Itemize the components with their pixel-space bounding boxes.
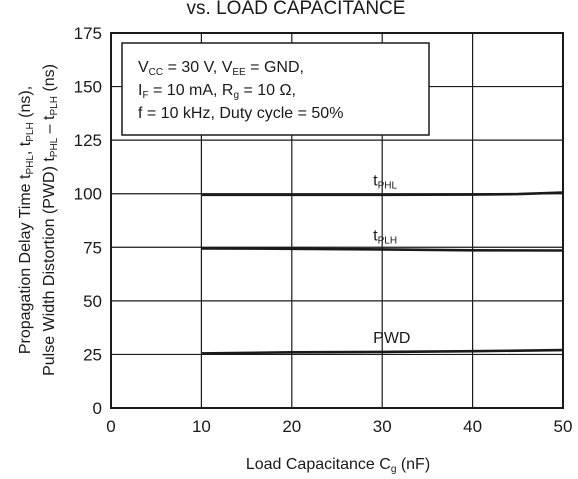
series-line-tPHL bbox=[201, 191, 564, 197]
tick-labels: 0 10 20 30 40 50 0 25 50 75 100 125 150 175 bbox=[74, 24, 573, 436]
y-tick-label: 100 bbox=[74, 185, 102, 204]
x-tick-label: 50 bbox=[554, 417, 573, 436]
conditions-box bbox=[121, 42, 430, 136]
y-axis-label-line-1: Propagation Delay Time tPHL, tPLH (ns), bbox=[17, 86, 36, 354]
conditions-line-2: IF = 10 mA, Rg = 10 Ω, bbox=[138, 82, 296, 101]
series-labels: tPHL tPLH PWD bbox=[373, 173, 410, 347]
x-tick-label: 20 bbox=[282, 417, 301, 436]
series-line-PWD bbox=[201, 348, 564, 355]
conditions-line-1: VCC = 30 V, VEE = GND, bbox=[138, 59, 304, 78]
series-label-tPHL: tPHL bbox=[373, 173, 397, 192]
y-tick-label: 25 bbox=[83, 345, 102, 364]
x-tick-label: 10 bbox=[192, 417, 211, 436]
series-label-tPLH: tPLH bbox=[373, 227, 397, 246]
y-tick-label: 175 bbox=[74, 24, 102, 43]
series-label-PWD: PWD bbox=[373, 330, 410, 347]
x-axis-label: Load Capacitance Cg (nF) bbox=[246, 456, 430, 475]
y-axis-label-line-2: Pulse Width Distortion (PWD) tPHL – tPLH… bbox=[41, 64, 60, 376]
plot-frame bbox=[110, 32, 564, 409]
series bbox=[201, 191, 564, 355]
x-tick-label: 0 bbox=[106, 417, 115, 436]
conditions-line-3: f = 10 kHz, Duty cycle = 50% bbox=[138, 105, 343, 122]
y-tick-label: 150 bbox=[74, 78, 102, 97]
x-tick-label: 30 bbox=[373, 417, 392, 436]
y-tick-label: 125 bbox=[74, 131, 102, 150]
y-tick-label: 0 bbox=[93, 399, 102, 418]
series-line-tPLH bbox=[201, 247, 564, 252]
y-tick-label: 75 bbox=[83, 238, 102, 257]
chart-title: vs. LOAD CAPACITANCE bbox=[187, 0, 406, 19]
y-tick-label: 50 bbox=[83, 292, 102, 311]
x-tick-label: 40 bbox=[463, 417, 482, 436]
